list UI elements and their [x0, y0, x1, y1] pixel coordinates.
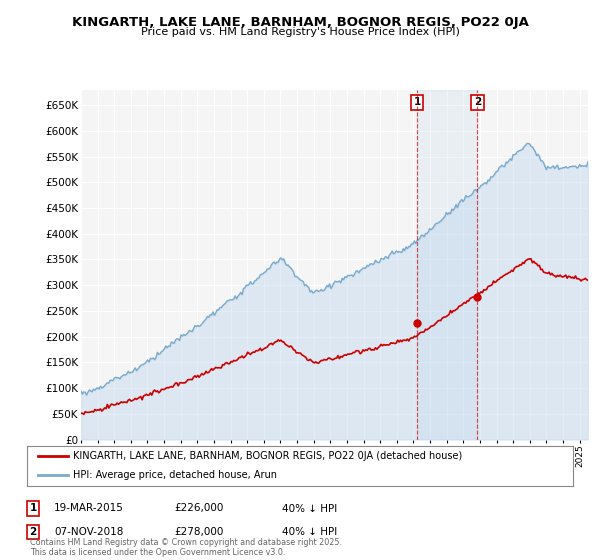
Text: 07-NOV-2018: 07-NOV-2018 — [54, 527, 124, 537]
Text: HPI: Average price, detached house, Arun: HPI: Average price, detached house, Arun — [73, 470, 277, 480]
Text: 1: 1 — [29, 503, 37, 514]
Text: Contains HM Land Registry data © Crown copyright and database right 2025.
This d: Contains HM Land Registry data © Crown c… — [30, 538, 342, 557]
Text: 2: 2 — [29, 527, 37, 537]
Bar — [417, 90, 478, 440]
Text: £278,000: £278,000 — [174, 527, 223, 537]
Text: Price paid vs. HM Land Registry's House Price Index (HPI): Price paid vs. HM Land Registry's House … — [140, 27, 460, 37]
Text: 2: 2 — [474, 97, 481, 108]
Text: 19-MAR-2015: 19-MAR-2015 — [54, 503, 124, 514]
Text: 1: 1 — [413, 97, 421, 108]
Text: KINGARTH, LAKE LANE, BARNHAM, BOGNOR REGIS, PO22 0JA (detached house): KINGARTH, LAKE LANE, BARNHAM, BOGNOR REG… — [73, 451, 463, 461]
Text: 40% ↓ HPI: 40% ↓ HPI — [282, 527, 337, 537]
Text: 40% ↓ HPI: 40% ↓ HPI — [282, 503, 337, 514]
Text: £226,000: £226,000 — [174, 503, 223, 514]
Text: KINGARTH, LAKE LANE, BARNHAM, BOGNOR REGIS, PO22 0JA: KINGARTH, LAKE LANE, BARNHAM, BOGNOR REG… — [71, 16, 529, 29]
